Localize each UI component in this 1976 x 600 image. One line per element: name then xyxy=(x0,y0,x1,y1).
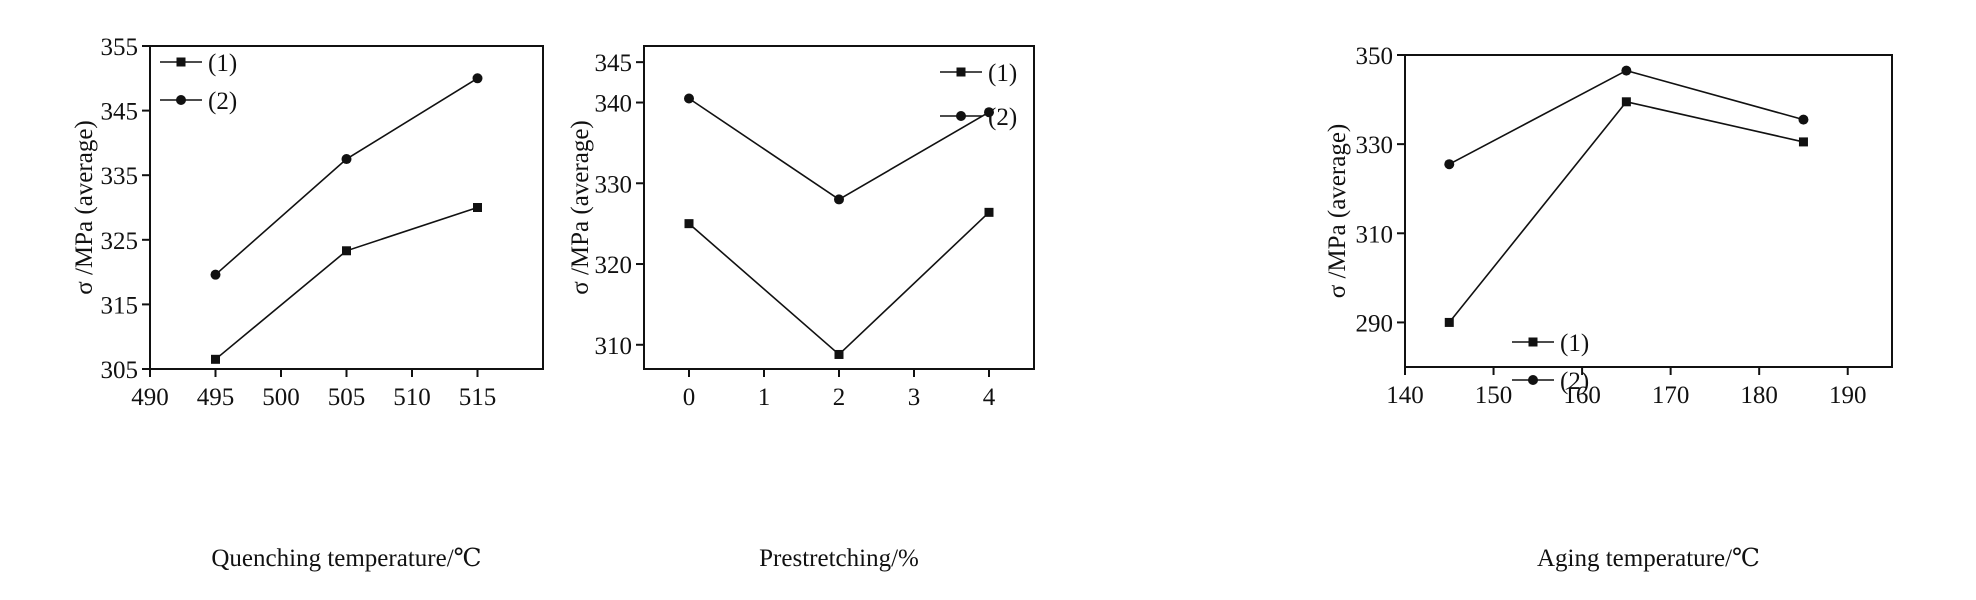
y-tick-label: 320 xyxy=(595,252,633,279)
chart-panel-3: 140 150 160 170 180 190 290 310 330 350 Aging temp… xyxy=(1324,43,1893,572)
series-line-2 xyxy=(214,77,478,276)
legend-marker-square xyxy=(176,57,186,67)
chart-panel-2: 0 1 2 3 4 310 320 330 340 345 Prestretching/% σ /MP… xyxy=(567,45,1035,572)
data-point-square xyxy=(834,349,844,359)
x-tick-label: 0 xyxy=(683,384,696,411)
data-point-square xyxy=(1798,137,1808,147)
x-tick-label: 505 xyxy=(328,384,366,411)
y-tick-label: 350 xyxy=(1356,43,1394,70)
legend-label: (2) xyxy=(1560,368,1589,395)
data-point-circle xyxy=(1798,114,1809,125)
y-tick-label: 310 xyxy=(595,333,633,360)
data-point-circle xyxy=(834,194,844,205)
data-point-circle xyxy=(1444,159,1455,170)
data-point-circle xyxy=(472,73,483,84)
data-point-square xyxy=(342,246,351,256)
x-tick-label: 495 xyxy=(197,384,235,411)
y-axis-label: σ /MPa (average) xyxy=(71,120,98,295)
series-line-2 xyxy=(1448,69,1804,165)
series-line-2 xyxy=(688,97,990,201)
data-point-square xyxy=(984,207,994,217)
x-axis-label: Aging temperature/℃ xyxy=(1537,545,1760,572)
x-tick-label: 160 xyxy=(1563,382,1601,409)
series-line-1 xyxy=(214,206,478,360)
plot-frame xyxy=(643,45,1035,370)
chart-panel-1: 490 495 500 505 510 515 305 315 325 335 345 355 Quen… xyxy=(71,34,544,572)
x-tick-label: 1 xyxy=(758,384,771,411)
legend-marker-circle xyxy=(176,95,186,105)
y-tick-label: 325 xyxy=(101,228,139,255)
legend-label: (1) xyxy=(988,60,1017,87)
legend-marker-square xyxy=(956,67,966,77)
x-tick-label: 510 xyxy=(393,384,431,411)
x-tick-label: 3 xyxy=(908,384,921,411)
plot-frame xyxy=(1404,54,1893,368)
series-line-1 xyxy=(688,211,990,356)
x-tick-label: 4 xyxy=(983,384,996,411)
data-point-square xyxy=(473,203,482,212)
y-tick-label: 340 xyxy=(595,91,633,118)
legend-marker-circle xyxy=(1528,375,1538,385)
data-point-circle xyxy=(684,93,694,104)
legend-marker-square xyxy=(1528,337,1538,347)
y-tick-label: 335 xyxy=(101,163,139,190)
x-tick-label: 190 xyxy=(1829,382,1867,409)
x-tick-label: 180 xyxy=(1740,382,1778,409)
data-point-circle xyxy=(984,107,994,118)
y-tick-label: 345 xyxy=(595,50,633,77)
legend-label: (1) xyxy=(1560,330,1589,357)
x-axis-label: Quenching temperature/℃ xyxy=(211,545,481,572)
data-point-square xyxy=(684,219,694,229)
y-tick-label: 345 xyxy=(101,99,139,126)
y-axis-label: σ /MPa (average) xyxy=(567,120,594,295)
x-tick-label: 140 xyxy=(1386,382,1424,409)
data-point-square xyxy=(1621,97,1631,107)
x-tick-label: 515 xyxy=(459,384,497,411)
legend-label: (2) xyxy=(208,88,237,115)
data-point-circle xyxy=(1621,65,1632,76)
x-axis-label: Prestretching/% xyxy=(759,545,919,572)
data-point-square xyxy=(1444,317,1454,327)
x-tick-label: 150 xyxy=(1475,382,1513,409)
data-point-square xyxy=(211,354,220,364)
y-tick-label: 310 xyxy=(1356,221,1394,248)
data-point-circle xyxy=(341,154,352,165)
data-point-circle xyxy=(210,269,221,280)
legend-label: (2) xyxy=(988,104,1017,131)
x-tick-label: 490 xyxy=(131,384,169,411)
x-tick-label: 500 xyxy=(262,384,300,411)
y-tick-label: 330 xyxy=(1356,132,1394,159)
legend-marker-circle xyxy=(956,111,966,121)
y-tick-label: 330 xyxy=(595,171,633,198)
y-tick-label: 315 xyxy=(101,292,139,319)
series-line-1 xyxy=(1448,100,1804,323)
y-tick-label: 355 xyxy=(101,34,139,61)
y-tick-label: 305 xyxy=(101,357,139,384)
x-tick-label: 2 xyxy=(833,384,846,411)
y-axis-label: σ /MPa (average) xyxy=(1324,124,1351,299)
x-tick-label: 170 xyxy=(1652,382,1690,409)
legend-label: (1) xyxy=(208,50,237,77)
y-tick-label: 290 xyxy=(1356,310,1394,337)
